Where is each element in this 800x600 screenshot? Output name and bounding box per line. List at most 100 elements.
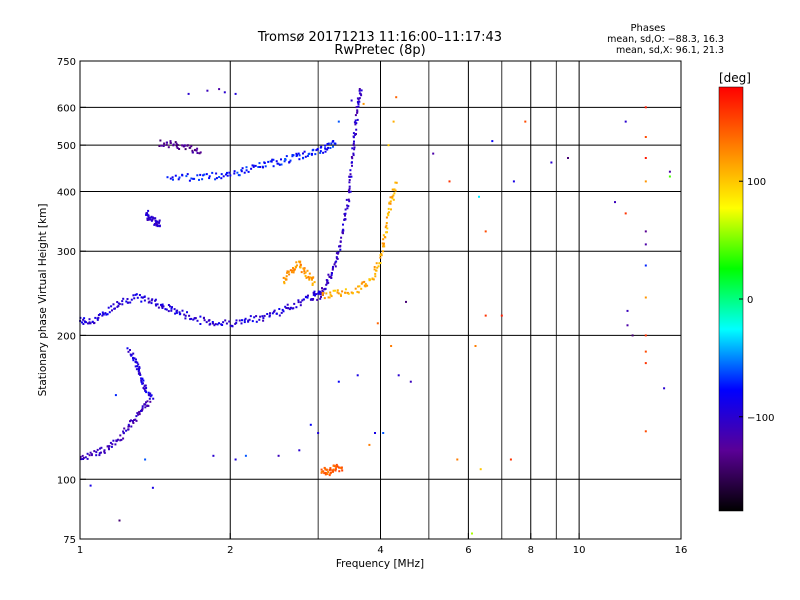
trace-point <box>357 103 360 106</box>
trace-point <box>320 145 323 148</box>
scatter-point <box>644 350 647 353</box>
trace-point <box>364 283 367 286</box>
trace-point <box>375 262 378 265</box>
trace-point <box>377 265 380 268</box>
trace-point <box>149 218 152 221</box>
trace-point <box>228 320 231 323</box>
trace-point <box>215 172 218 175</box>
trace-point <box>301 299 304 302</box>
trace-point <box>156 303 159 306</box>
trace-point <box>127 350 130 353</box>
trace-point <box>88 322 91 325</box>
trace-point <box>348 190 350 193</box>
trace-point <box>243 321 246 324</box>
trace-point <box>133 297 136 300</box>
trace-point <box>339 248 342 251</box>
trace-point <box>273 309 276 312</box>
scatter-point <box>337 120 340 123</box>
trace-point <box>319 293 322 296</box>
trace-point <box>391 197 394 200</box>
trace-point <box>247 170 250 173</box>
trace-point <box>144 384 147 387</box>
scatter-point <box>644 243 647 246</box>
trace-point <box>218 322 220 325</box>
trace-point <box>296 264 298 267</box>
trace-point <box>331 267 334 270</box>
scatter-point <box>624 212 627 215</box>
trace-point <box>225 173 227 176</box>
trace-point <box>155 224 158 227</box>
trace-point <box>186 144 189 147</box>
grid-lines <box>80 61 681 539</box>
trace-point <box>352 132 355 135</box>
trace-point <box>247 319 250 322</box>
trace-point <box>130 425 133 428</box>
trace-point <box>109 441 112 444</box>
scatter-point <box>374 432 376 434</box>
trace-point <box>150 215 153 218</box>
trace-point <box>376 266 379 269</box>
trace-point <box>140 377 143 380</box>
trace-point <box>258 162 261 165</box>
scatter-point <box>187 92 190 95</box>
trace-point <box>358 285 361 288</box>
scatter-point <box>206 89 209 92</box>
scatter-point <box>387 144 390 147</box>
trace-point <box>231 325 234 328</box>
trace-point <box>385 231 388 234</box>
x-tick-label: 6 <box>465 545 471 556</box>
trace-point <box>335 256 338 259</box>
trace-point <box>141 408 144 411</box>
trace-point <box>360 287 363 290</box>
trace-point <box>147 391 150 394</box>
trace-point <box>220 173 223 176</box>
trace-point <box>154 299 157 302</box>
trace-point <box>190 177 193 180</box>
trace-point <box>141 296 144 299</box>
scatter-point <box>356 374 359 377</box>
trace-point <box>363 284 366 287</box>
trace-point <box>172 144 175 147</box>
trace-point <box>306 296 309 299</box>
scatter-point <box>298 449 301 452</box>
scatter-point <box>474 345 477 347</box>
trace-point <box>102 313 105 316</box>
trace-point <box>336 289 339 292</box>
colorbar-tick-label: 100 <box>747 177 766 188</box>
trace-point <box>222 321 225 324</box>
scatter-point <box>350 99 353 102</box>
trace-point <box>190 317 193 320</box>
trace-point <box>353 146 356 149</box>
trace-point <box>255 320 258 323</box>
scatter-point <box>405 300 407 303</box>
trace-point <box>252 164 255 167</box>
trace-point <box>140 296 143 299</box>
trace-point <box>127 301 130 304</box>
trace-point <box>169 140 172 143</box>
trace-point <box>356 110 359 113</box>
trace-point <box>349 190 352 193</box>
trace-point <box>320 468 323 471</box>
trace-point <box>286 303 289 306</box>
scatter-point <box>626 324 629 327</box>
trace-point <box>351 164 353 167</box>
trace-point <box>196 319 199 322</box>
trace-point <box>259 166 262 168</box>
scatter-point <box>524 120 527 123</box>
trace-point <box>188 179 191 182</box>
trace-point <box>339 240 342 243</box>
trace-point <box>316 298 319 301</box>
scatter-point <box>471 532 473 535</box>
trace-point <box>332 140 335 142</box>
trace-point <box>328 296 331 299</box>
trace-point <box>299 301 302 304</box>
trace-point <box>284 305 287 308</box>
trace-point <box>106 445 109 448</box>
trace-point <box>382 245 385 248</box>
trace-point <box>96 318 99 321</box>
trace-point <box>353 121 356 124</box>
trace-point <box>282 310 285 313</box>
trace-point <box>329 147 332 149</box>
trace-point <box>241 319 243 322</box>
trace-point <box>266 313 269 315</box>
